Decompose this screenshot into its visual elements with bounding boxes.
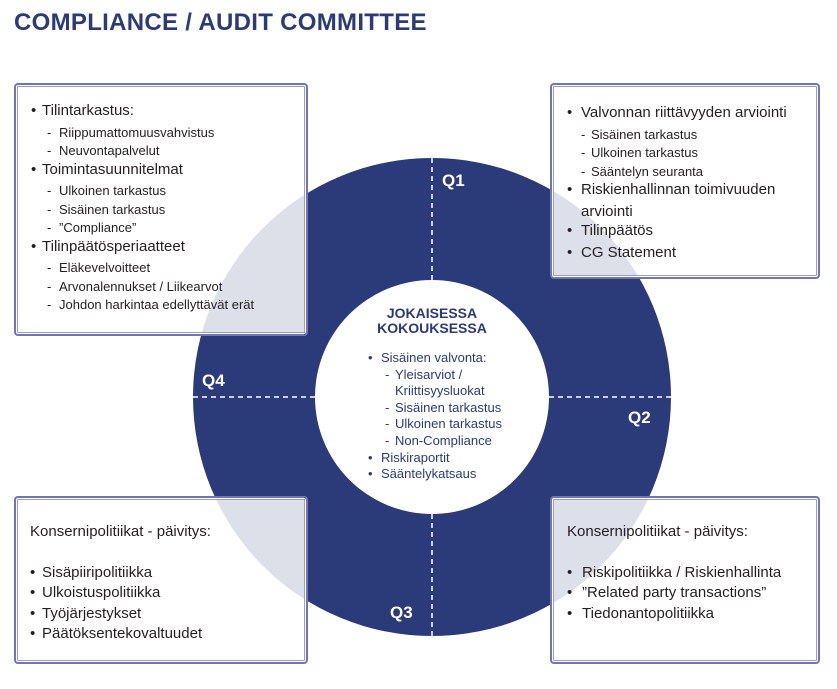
bullet-icon: •: [567, 222, 573, 239]
dash-icon: -: [385, 366, 390, 382]
center-list-item: Riskiraportit: [381, 449, 450, 465]
bullet-icon: •: [30, 584, 36, 601]
bullet-icon: •: [567, 584, 573, 601]
dash-icon: -: [47, 124, 52, 140]
bullet-icon: •: [368, 449, 373, 465]
center-title-line2: KOKOUKSESSA: [377, 320, 487, 336]
q1-label: Q1: [442, 171, 465, 190]
sub-list-item: Sisäinen tarkastus: [591, 126, 698, 142]
box-heading: Konsernipolitiikat - päivitys:: [30, 523, 211, 540]
bullet-icon: •: [31, 237, 37, 255]
center-circle: [315, 280, 549, 514]
bullet-icon: •: [567, 604, 573, 622]
dash-icon: -: [47, 260, 52, 275]
dash-icon: -: [47, 278, 52, 294]
list-item: Ulkoistuspolitiikka: [42, 584, 161, 601]
sub-list-item: ”Compliance”: [59, 220, 137, 235]
q4-label: Q4: [202, 371, 225, 390]
bullet-icon: •: [31, 102, 37, 119]
dash-icon: -: [581, 163, 586, 179]
center-sub-item: Ulkoinen tarkastus: [395, 416, 502, 432]
sub-list-item: Sisäinen tarkastus: [59, 201, 166, 217]
center-sub-item: Non-Compliance: [395, 433, 492, 448]
sub-list-item: Sääntelyn seuranta: [591, 163, 704, 179]
sub-list-item: Arvonalennukset / Liikearvot: [59, 278, 223, 294]
bullet-icon: •: [567, 243, 573, 261]
dash-icon: -: [47, 143, 52, 158]
center-sub-item-continued: Kriittisyysluokat: [395, 383, 485, 399]
q2-label: Q2: [628, 408, 651, 427]
dash-icon: -: [385, 416, 390, 432]
bullet-icon: •: [567, 563, 573, 581]
center-title-line1: JOKAISESSA: [386, 305, 478, 321]
list-item: Työjärjestykset: [42, 604, 142, 622]
box-q2-topics: Konsernipolitiikat - päivitys: • Riskipoli…: [550, 496, 820, 664]
sub-list-item: Ulkoinen tarkastus: [59, 183, 166, 198]
center-sub-item: Sisäinen tarkastus: [395, 399, 502, 415]
dash-icon: -: [581, 126, 586, 142]
bullet-icon: •: [567, 104, 573, 121]
box-q1-topics: • Valvonnan riittävyyden arviointi - Sisäin…: [550, 83, 820, 279]
bullet-icon: •: [30, 604, 36, 622]
list-item: Tilintarkastus:: [42, 102, 134, 119]
box-q4-topics: • Tilintarkastus: - Riippumattomuusvahvistu…: [14, 83, 308, 336]
list-item: Valvonnan riittävyyden arviointi: [581, 104, 787, 121]
list-item: Tilinpäätös: [581, 222, 653, 239]
list-item: Tiedonantopolitiikka: [582, 604, 715, 622]
dash-icon: -: [581, 145, 586, 160]
sub-list-item: Riippumattomuusvahvistus: [59, 124, 215, 140]
box-heading: Konsernipolitiikat - päivitys:: [567, 523, 748, 540]
sub-list-item: Johdon harkintaa edellyttävät erät: [59, 297, 255, 312]
bullet-icon: •: [368, 466, 373, 482]
list-item: ”Related party transactions”: [582, 584, 767, 601]
list-item: Päätöksentekovaltuudet: [42, 625, 203, 642]
list-item-continued: arviointi: [581, 202, 633, 220]
bullet-icon: •: [31, 160, 37, 178]
list-item: Riskienhallinnan toimivuuden: [581, 181, 776, 198]
bullet-icon: •: [30, 625, 36, 642]
page-title: COMPLIANCE / AUDIT COMMITTEE: [14, 9, 427, 36]
sub-list-item: Eläkevelvoitteet: [59, 260, 151, 275]
dash-icon: -: [47, 220, 52, 235]
center-list-item: Sisäinen valvonta:: [381, 350, 487, 365]
box-q3-topics: Konsernipolitiikat - päivitys: • Sisäpiiri…: [14, 496, 308, 664]
dash-icon: -: [385, 433, 390, 448]
list-item: Riskipolitiikka / Riskienhallinta: [582, 563, 782, 581]
dash-icon: -: [385, 399, 390, 415]
bullet-icon: •: [567, 181, 573, 198]
list-item: CG Statement: [581, 243, 677, 261]
center-list-item: Sääntelykatsaus: [381, 466, 477, 482]
dash-icon: -: [47, 201, 52, 217]
sub-list-item: Neuvontapalvelut: [59, 143, 160, 158]
bullet-icon: •: [30, 563, 36, 581]
list-item: Toimintasuunnitelmat: [42, 160, 183, 178]
list-item: Sisäpiiripolitiikka: [42, 563, 153, 581]
center-title: JOKAISESSA KOKOUKSESSA: [315, 306, 549, 336]
list-item: Tilinpäätösperiaatteet: [42, 237, 185, 255]
q3-label: Q3: [390, 603, 413, 622]
bullet-icon: •: [368, 350, 373, 365]
dash-icon: -: [47, 183, 52, 198]
center-sub-item: Yleisarviot /: [395, 366, 463, 382]
sub-list-item: Ulkoinen tarkastus: [591, 145, 698, 160]
dash-icon: -: [47, 297, 52, 312]
